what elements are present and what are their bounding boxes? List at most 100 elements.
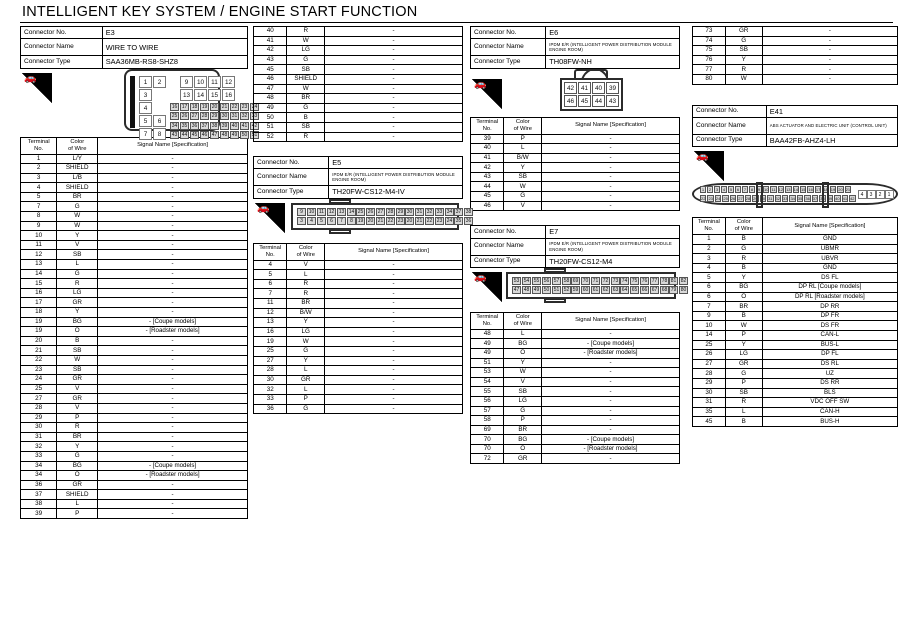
cell-terminal-no: 32 xyxy=(19,441,58,452)
cell-wire-color: V xyxy=(503,376,543,388)
cell-wire-color: G xyxy=(286,54,326,66)
cell-terminal-no: 36 xyxy=(252,403,288,415)
table-row: 43 SB - xyxy=(469,171,680,183)
cell-terminal-no: 77 xyxy=(692,64,726,75)
cell-wire-color: R xyxy=(724,253,763,264)
cell-terminal-no: 57 xyxy=(469,405,505,417)
pin-group-4: 37 38 35 36 xyxy=(454,208,473,226)
cell-wire-color: R xyxy=(56,422,99,433)
col-header-terminal-no: Terminal No. xyxy=(19,136,58,155)
cell-wire-color: W xyxy=(56,354,99,366)
cell-signal-name: - xyxy=(324,345,463,357)
cell-wire-color: L xyxy=(503,328,543,340)
cell-terminal-no: 46 xyxy=(252,73,288,85)
cell-signal-name: - xyxy=(97,335,248,347)
cell-signal-name: - xyxy=(97,441,248,452)
cell-signal-name: - xyxy=(541,152,680,164)
col-header-color: Color of Wire xyxy=(503,311,543,330)
col-header-signal: Signal Name [Specification] xyxy=(541,116,680,135)
cell-signal-name: - [Coupe models] xyxy=(97,460,248,472)
cell-wire-color: Y xyxy=(503,357,543,369)
cell-signal-name: - xyxy=(541,171,680,183)
pin-diagram-e6: 42 41 40 39 46 45 44 43 xyxy=(560,68,623,111)
connector-tab-bottom xyxy=(329,229,351,235)
cell-wire-color: G xyxy=(56,268,99,280)
terminal-table-e3-cont2: 73 GR -74 G -75 SB -76 Y -77 R -80 W - xyxy=(692,26,899,85)
cell-terminal-no: 47 xyxy=(252,83,288,95)
table-row: 12 SB - xyxy=(19,249,248,261)
table-row: 49 O - [Roadster models] xyxy=(469,347,680,359)
cell-terminal-no: 2 xyxy=(692,243,726,255)
cell-terminal-no: 19 xyxy=(252,336,288,347)
cell-signal-name: - xyxy=(541,328,680,340)
cell-wire-color: W xyxy=(56,220,99,232)
cell-signal-name: - xyxy=(541,181,680,193)
cell-terminal-no: 4 xyxy=(19,182,58,193)
table-row: 25 V - xyxy=(19,383,248,395)
cell-signal-name: BUS-L xyxy=(761,339,899,351)
cell-signal-name: - xyxy=(324,45,463,56)
cell-signal-name: BUS-H xyxy=(761,416,899,427)
label-connector-type: Connector Type xyxy=(469,254,547,268)
cell-signal-name: - xyxy=(324,307,463,319)
hs-badge-e41: 🚗 H.S. xyxy=(694,151,724,182)
cell-signal-name: CAN-H xyxy=(761,406,899,418)
cell-signal-name: - xyxy=(324,374,463,386)
cell-wire-color: G xyxy=(724,368,763,379)
cell-terminal-no: 12 xyxy=(252,307,288,319)
connector-header-e3: Connector No. E3 Connector Name WIRE TO … xyxy=(20,25,249,69)
title-divider xyxy=(20,22,893,23)
cell-wire-color: V xyxy=(56,239,99,251)
table-row: 46 V - xyxy=(469,200,680,212)
terminal-rows-e7: 48 L -49 BG - [Coupe models] 49 O - [Roadster m… xyxy=(469,328,680,465)
cell-terminal-no: 72 xyxy=(469,453,505,465)
cell-signal-name: - xyxy=(324,73,463,85)
cell-signal-name: - xyxy=(324,288,463,299)
cell-wire-color: L xyxy=(286,384,326,395)
label-connector-name: Connector Name xyxy=(469,38,547,57)
cell-wire-color: GR xyxy=(56,297,99,308)
cell-wire-color: LG xyxy=(724,349,763,360)
cell-terminal-no: 6 xyxy=(692,291,726,303)
cell-terminal-no: 5 xyxy=(692,272,726,284)
cell-wire-color: Y xyxy=(503,162,543,173)
table-row: 7 BR DP RR xyxy=(692,301,899,312)
cell-terminal-no: 28 xyxy=(692,368,726,379)
cell-wire-color: R xyxy=(286,26,326,37)
cell-terminal-no: 7 xyxy=(692,301,726,312)
cell-wire-color: BG xyxy=(503,338,543,349)
table-row: 51 Y - xyxy=(469,357,680,369)
cell-terminal-no: 44 xyxy=(469,181,505,193)
cell-terminal-no: 30 xyxy=(252,374,288,386)
cell-signal-name: - xyxy=(324,54,463,66)
table-row: 1 B GND xyxy=(692,234,899,245)
cell-signal-name: - xyxy=(97,307,248,318)
cell-signal-name: - xyxy=(97,182,248,193)
cell-signal-name: - xyxy=(761,26,899,37)
cell-signal-name: - [Coupe models] xyxy=(541,434,680,445)
cell-signal-name: - xyxy=(97,191,248,203)
cell-wire-color: BG xyxy=(724,282,763,293)
cell-signal-name: - xyxy=(541,415,680,426)
value-connector-name: WIRE TO WIRE xyxy=(101,38,249,57)
cell-signal-name: - xyxy=(541,395,680,407)
cell-wire-color: R xyxy=(286,278,326,290)
table-row: 18 Y - xyxy=(19,307,248,318)
cell-wire-color: W xyxy=(724,320,763,331)
badge-triangle xyxy=(472,271,502,302)
table-row: 5 Y DS FL xyxy=(692,272,899,284)
cell-signal-name: - xyxy=(97,345,248,356)
cell-wire-color: B xyxy=(724,416,763,427)
table-row: 56 LG - xyxy=(469,395,680,407)
cell-wire-color: L/Y xyxy=(56,153,99,165)
cell-terminal-no: 35 xyxy=(692,406,726,418)
cell-terminal-no: 18 xyxy=(19,307,58,318)
cell-signal-name: - xyxy=(324,278,463,290)
cell-signal-name: - xyxy=(97,508,248,520)
cell-signal-name: - [Coupe models] xyxy=(97,316,248,328)
hs-badge-e5: 🚗 H.S. xyxy=(255,202,285,233)
hs-label: H.S. xyxy=(700,171,717,182)
cell-signal-name: - xyxy=(324,35,463,47)
cell-wire-color: G xyxy=(503,191,543,202)
